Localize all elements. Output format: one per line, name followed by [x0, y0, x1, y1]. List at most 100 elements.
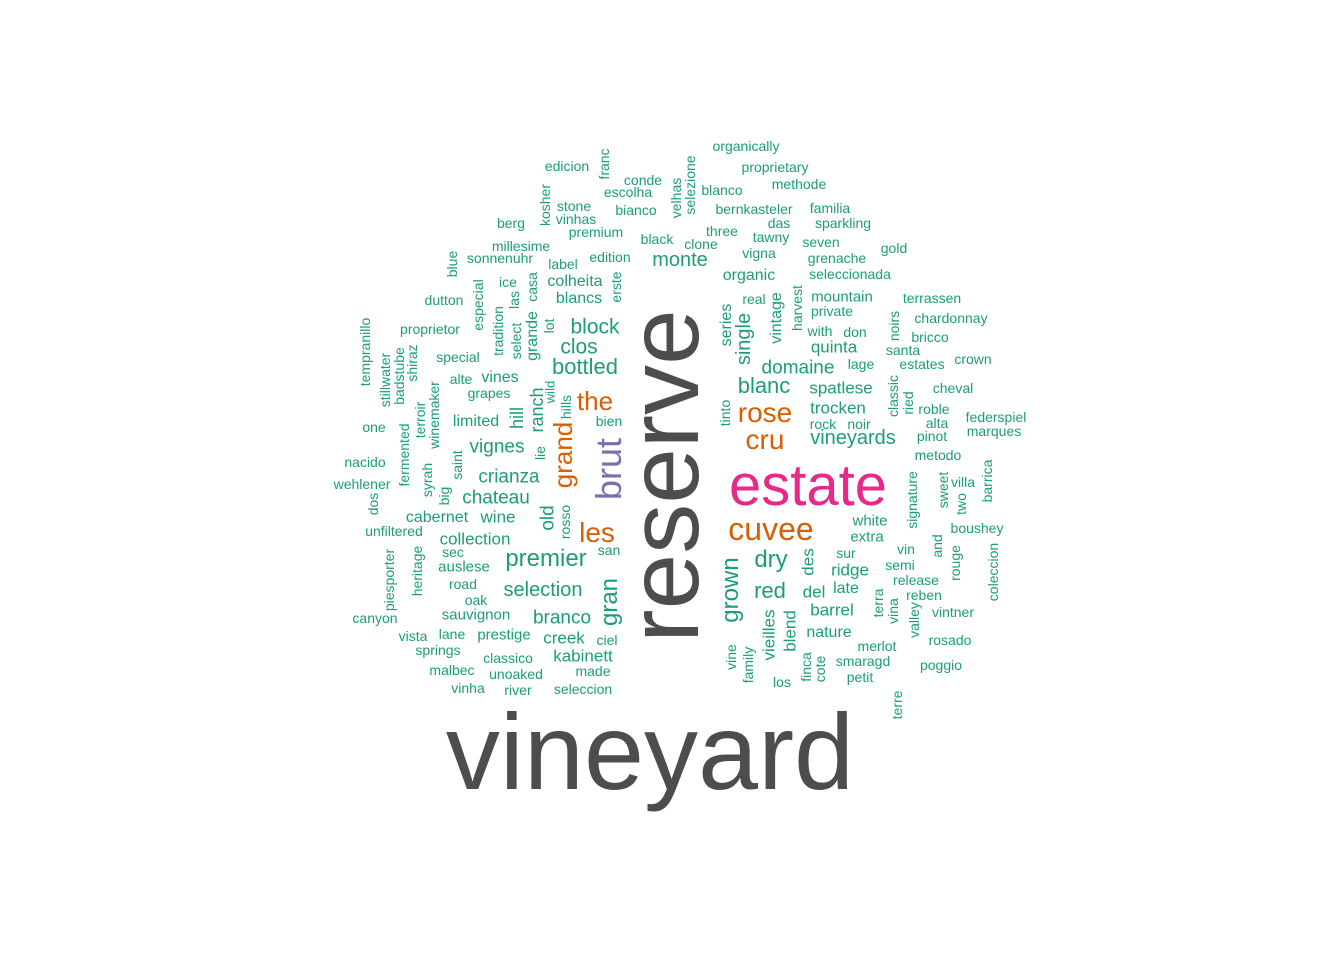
word-old: old [537, 505, 559, 531]
word-familia: familia [809, 200, 851, 216]
word-gold: gold [880, 240, 908, 256]
word-blanc: blanc [737, 373, 791, 398]
word-big: big [436, 486, 452, 506]
word-chardonnay: chardonnay [914, 310, 988, 326]
word-don: don [843, 324, 867, 340]
word-classico: classico [483, 650, 533, 666]
word-das: das [767, 215, 791, 231]
word-with: with [807, 323, 833, 339]
word-reben: reben [906, 587, 942, 603]
word-family: family [740, 646, 756, 684]
word-vina: vina [885, 598, 901, 624]
word-vinha: vinha [451, 680, 485, 696]
word-barrel: barrel [810, 600, 854, 620]
word-organic: organic [722, 267, 776, 284]
word-syrah: syrah [419, 462, 435, 498]
word-two: two [953, 493, 969, 515]
word-premier: premier [505, 545, 587, 572]
word-sonnenuhr: sonnenuhr [466, 250, 534, 266]
word-marques: marques [966, 423, 1022, 439]
word-crown: crown [954, 351, 992, 367]
word-oak: oak [464, 592, 488, 608]
word-stone: stone [556, 198, 592, 214]
word-wine: wine [480, 507, 516, 527]
word-dos: dos [365, 492, 381, 516]
word-monte: monte [652, 249, 708, 271]
word-bottled: bottled [551, 354, 619, 379]
word-especial: especial [470, 279, 486, 331]
word-edicion: edicion [544, 158, 590, 174]
word-dry: dry [754, 546, 788, 573]
word-semi: semi [885, 557, 915, 573]
word-vineyard: vineyard [445, 691, 855, 812]
word-brut: brut [588, 437, 629, 501]
word-cuvee: cuvee [728, 511, 814, 547]
word-premium: premium [568, 224, 624, 240]
word-barrica: barrica [979, 459, 995, 503]
word-bien: bien [595, 413, 623, 429]
word-noir: noir [847, 416, 871, 432]
word-springs: springs [415, 642, 461, 658]
word-sparkling: sparkling [814, 215, 872, 231]
word-edition: edition [589, 249, 631, 265]
word-terrassen: terrassen [902, 290, 962, 306]
word-grapes: grapes [467, 385, 511, 401]
word-federspiel: federspiel [965, 409, 1027, 425]
word-villa: villa [950, 474, 976, 490]
word-road: road [448, 576, 478, 592]
word-escolha: escolha [603, 184, 653, 200]
word-blanco: blanco [701, 182, 743, 198]
word-creek: creek [543, 628, 585, 648]
word-the: the [576, 386, 614, 416]
word-vines: vines [481, 369, 519, 386]
word-selezione: selezione [682, 155, 698, 215]
word-quinta: quinta [810, 337, 858, 357]
word-proprietor: proprietor [400, 321, 460, 337]
word-seven: seven [802, 234, 840, 250]
word-vinhas: vinhas [555, 211, 597, 227]
word-signature: signature [904, 471, 920, 529]
word-smaragd: smaragd [835, 653, 891, 669]
word-vintage: vintage [768, 292, 785, 344]
word-grand: grand [548, 421, 578, 489]
word-roble: roble [918, 401, 950, 417]
word-grande: grande [524, 311, 541, 361]
word-spatlese: spatlese [809, 378, 873, 398]
word-vineyards: vineyards [810, 427, 896, 449]
word-one: one [362, 419, 386, 435]
word-vista: vista [398, 628, 428, 644]
word-branco: branco [532, 607, 592, 629]
word-unfiltered: unfiltered [365, 523, 423, 539]
word-lie: lie [532, 445, 548, 461]
word-label: label [548, 256, 578, 272]
word-metodo: metodo [914, 447, 962, 463]
word-sweet: sweet [935, 471, 951, 509]
word-coleccion: coleccion [985, 542, 1001, 602]
word-des: des [798, 548, 818, 576]
word-fermented: fermented [396, 423, 412, 487]
word-wild: wild [542, 380, 558, 404]
word-wehlener: wehlener [333, 476, 391, 492]
word-release: release [893, 572, 939, 588]
word-vine: vine [723, 644, 739, 670]
word-sauvignon: sauvignon [441, 606, 511, 624]
word-tempranillo: tempranillo [357, 317, 373, 387]
word-del: del [802, 582, 826, 602]
word-special: special [436, 349, 480, 365]
word-vin: vin [897, 541, 915, 557]
word-bernkasteler: bernkasteler [715, 201, 793, 217]
word-terroir: terroir [412, 401, 428, 439]
word-velhas: velhas [668, 177, 684, 219]
word-les: les [579, 517, 615, 548]
word-blancs: blancs [555, 290, 603, 307]
word-unoaked: unoaked [489, 666, 543, 682]
word-las: las [506, 291, 522, 309]
word-santa: santa [885, 342, 921, 358]
word-trocken: trocken [810, 398, 866, 418]
word-domaine: domaine [761, 357, 835, 379]
word-kabinett: kabinett [553, 646, 613, 666]
word-lot: lot [541, 318, 557, 334]
word-conde: conde [623, 172, 663, 188]
word-berg: berg [496, 215, 526, 231]
